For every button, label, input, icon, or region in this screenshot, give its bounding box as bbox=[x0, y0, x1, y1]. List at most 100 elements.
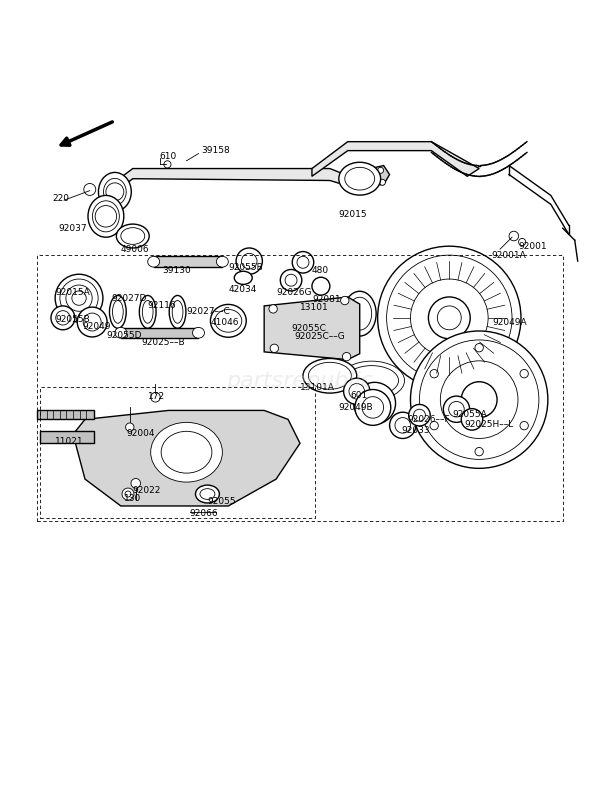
Circle shape bbox=[60, 279, 98, 317]
Circle shape bbox=[72, 291, 86, 305]
Text: 92027D: 92027D bbox=[112, 294, 147, 303]
Circle shape bbox=[55, 274, 103, 322]
Polygon shape bbox=[73, 411, 300, 506]
Circle shape bbox=[419, 340, 539, 459]
Text: 92001A: 92001A bbox=[491, 250, 526, 260]
Circle shape bbox=[362, 390, 388, 416]
Text: 92004: 92004 bbox=[127, 429, 155, 437]
Circle shape bbox=[377, 167, 383, 173]
Text: 49006: 49006 bbox=[121, 245, 149, 254]
Circle shape bbox=[106, 183, 124, 201]
Text: partsrepublic: partsrepublic bbox=[227, 371, 373, 391]
Circle shape bbox=[125, 423, 134, 431]
Ellipse shape bbox=[139, 295, 156, 328]
Polygon shape bbox=[109, 169, 360, 196]
Circle shape bbox=[84, 184, 96, 195]
Circle shape bbox=[66, 285, 92, 312]
Circle shape bbox=[312, 277, 330, 295]
Text: 92055B: 92055B bbox=[55, 315, 90, 324]
Polygon shape bbox=[40, 431, 94, 444]
Circle shape bbox=[389, 412, 416, 439]
Ellipse shape bbox=[172, 301, 183, 323]
Text: 601: 601 bbox=[351, 391, 368, 400]
Circle shape bbox=[410, 279, 488, 356]
Circle shape bbox=[365, 181, 371, 187]
Ellipse shape bbox=[196, 485, 220, 503]
Polygon shape bbox=[121, 328, 199, 338]
Polygon shape bbox=[312, 141, 479, 177]
Circle shape bbox=[125, 491, 131, 497]
Circle shape bbox=[386, 255, 512, 381]
Polygon shape bbox=[37, 411, 94, 419]
Text: 92116: 92116 bbox=[148, 301, 176, 310]
Circle shape bbox=[151, 392, 160, 402]
Circle shape bbox=[355, 389, 391, 425]
Text: 11021: 11021 bbox=[55, 437, 84, 446]
Circle shape bbox=[269, 305, 277, 313]
Ellipse shape bbox=[345, 167, 374, 190]
Circle shape bbox=[475, 344, 484, 352]
Circle shape bbox=[164, 161, 171, 168]
Ellipse shape bbox=[148, 257, 160, 267]
Ellipse shape bbox=[92, 201, 119, 232]
Text: 92049B: 92049B bbox=[339, 403, 373, 412]
Circle shape bbox=[410, 331, 548, 469]
Circle shape bbox=[362, 396, 383, 418]
Text: 92015: 92015 bbox=[339, 210, 367, 219]
Circle shape bbox=[449, 401, 464, 417]
Text: 92055: 92055 bbox=[208, 497, 236, 506]
Circle shape bbox=[443, 396, 470, 422]
Circle shape bbox=[428, 297, 470, 339]
Text: 92027––C: 92027––C bbox=[187, 307, 230, 316]
Circle shape bbox=[280, 269, 302, 291]
Circle shape bbox=[236, 248, 262, 274]
Text: 92025H––L: 92025H––L bbox=[464, 420, 514, 429]
Circle shape bbox=[270, 344, 278, 352]
Circle shape bbox=[461, 409, 483, 430]
Ellipse shape bbox=[161, 431, 212, 473]
Circle shape bbox=[131, 479, 140, 488]
Text: 39130: 39130 bbox=[163, 265, 191, 275]
Ellipse shape bbox=[288, 308, 324, 352]
Ellipse shape bbox=[339, 361, 404, 400]
Circle shape bbox=[520, 422, 529, 430]
Text: 39158: 39158 bbox=[202, 146, 230, 155]
Text: 92033: 92033 bbox=[401, 425, 430, 435]
Ellipse shape bbox=[339, 162, 380, 195]
Circle shape bbox=[395, 418, 410, 433]
Circle shape bbox=[520, 370, 529, 378]
Circle shape bbox=[475, 447, 484, 456]
Circle shape bbox=[56, 311, 70, 325]
Circle shape bbox=[379, 179, 385, 185]
Polygon shape bbox=[154, 257, 223, 267]
Circle shape bbox=[413, 409, 425, 422]
Ellipse shape bbox=[115, 327, 127, 338]
Text: 92049: 92049 bbox=[82, 323, 110, 331]
Text: 92025C––G: 92025C––G bbox=[294, 332, 345, 341]
Text: 220: 220 bbox=[52, 194, 69, 203]
Text: 42034: 42034 bbox=[229, 285, 257, 294]
Text: 92026G: 92026G bbox=[276, 287, 311, 297]
Text: 92015A: 92015A bbox=[55, 287, 90, 297]
Text: 92037: 92037 bbox=[58, 224, 87, 233]
Circle shape bbox=[341, 297, 349, 305]
Circle shape bbox=[285, 274, 297, 287]
Circle shape bbox=[344, 378, 370, 404]
Ellipse shape bbox=[303, 359, 357, 393]
Text: 610: 610 bbox=[160, 152, 177, 161]
Ellipse shape bbox=[200, 488, 215, 499]
Ellipse shape bbox=[308, 363, 352, 389]
Circle shape bbox=[377, 246, 521, 389]
Text: 92055B: 92055B bbox=[229, 263, 263, 272]
Text: 480: 480 bbox=[312, 265, 329, 275]
Text: 92025––B: 92025––B bbox=[142, 338, 185, 348]
Ellipse shape bbox=[98, 173, 131, 211]
Circle shape bbox=[461, 382, 497, 418]
Circle shape bbox=[349, 384, 365, 399]
Ellipse shape bbox=[345, 366, 398, 396]
Ellipse shape bbox=[169, 295, 186, 328]
Ellipse shape bbox=[112, 301, 123, 323]
Ellipse shape bbox=[293, 313, 319, 346]
Circle shape bbox=[518, 239, 526, 246]
Circle shape bbox=[430, 422, 439, 430]
